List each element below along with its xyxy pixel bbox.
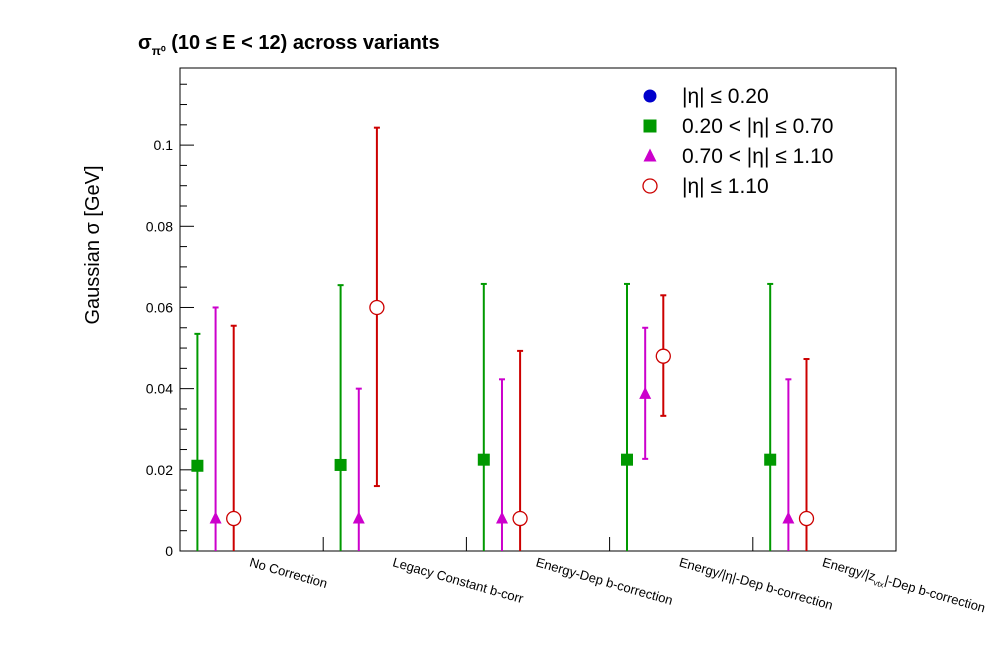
data-point-square: [191, 459, 204, 472]
y-tick-label: 0.04: [146, 381, 173, 397]
legend: |η| ≤ 0.20 0.20 < |η| ≤ 0.70 0.70 < |η| ≤ …: [642, 85, 833, 198]
series-2: [209, 306, 795, 551]
data-series: [191, 126, 815, 551]
y-tick-label: 0.1: [154, 137, 174, 153]
y-tick-label: 0: [165, 543, 173, 559]
data-point-triangle: [639, 386, 652, 399]
data-point-triangle: [495, 511, 508, 524]
data-point-square: [620, 453, 633, 466]
legend-label: |η| ≤ 0.20: [682, 85, 769, 108]
data-point-circle: [369, 299, 385, 316]
category-label: Energy/|zvtx|-Dep b-correction: [820, 554, 987, 618]
data-point-circle: [226, 510, 242, 527]
chart-title: σπ⁰ (10 ≤ E < 12) across variants: [138, 32, 440, 58]
y-axis: 0 0.02 0.04 0.06 0.08 0.1: [146, 83, 194, 559]
category-label: No Correction: [248, 554, 329, 591]
data-point-circle: [642, 178, 658, 194]
y-tick-label: 0.02: [146, 462, 173, 478]
data-point-circle: [643, 89, 657, 103]
data-point-square: [477, 453, 490, 466]
data-point-triangle: [209, 511, 222, 524]
data-point-circle: [512, 510, 528, 527]
x-axis: [322, 537, 754, 551]
title-subscript: π⁰: [152, 44, 166, 58]
title-sigma: σ: [138, 32, 152, 54]
data-point-triangle: [643, 148, 657, 162]
legend-label: |η| ≤ 1.10: [682, 175, 769, 198]
category-label: Energy/|η|-Dep b-correction: [678, 554, 835, 612]
data-point-triangle: [352, 511, 365, 524]
legend-label: 0.70 < |η| ≤ 1.10: [682, 145, 833, 168]
series-3: [226, 126, 815, 551]
data-point-square: [643, 119, 657, 133]
data-point-square: [764, 453, 777, 466]
category-label: Legacy Constant b-corr: [391, 554, 526, 606]
data-point-circle: [655, 348, 671, 364]
category-labels: No Correction Legacy Constant b-corr Energ…: [248, 554, 987, 618]
title-rest: (10 ≤ E < 12) across variants: [166, 32, 440, 54]
category-label: Energy-Dep b-correction: [534, 554, 674, 607]
y-tick-label: 0.08: [146, 218, 173, 234]
data-point-triangle: [782, 511, 795, 524]
data-point-square: [334, 458, 347, 471]
y-tick-label: 0.06: [146, 299, 173, 315]
y-axis-label: Gaussian σ [GeV]: [82, 165, 104, 324]
plot-frame: [179, 67, 897, 552]
legend-label: 0.20 < |η| ≤ 0.70: [682, 115, 833, 138]
data-point-circle: [798, 510, 815, 527]
series-1: [191, 282, 777, 551]
